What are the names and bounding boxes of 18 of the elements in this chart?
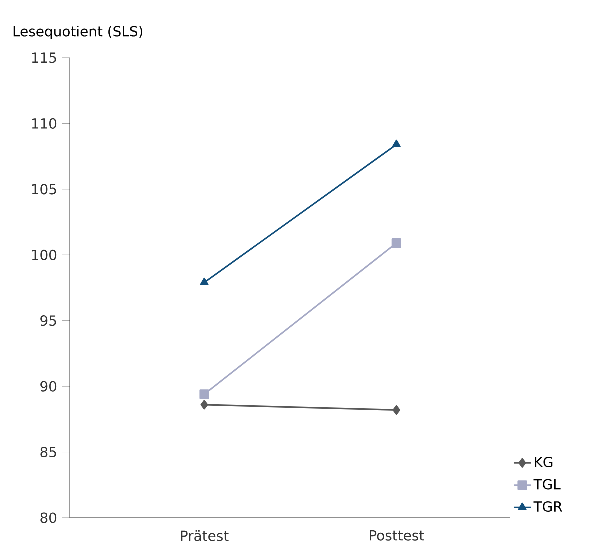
x-tick-label: Prätest: [181, 530, 229, 542]
y-tick-label: 110: [32, 118, 57, 129]
legend-label: KG: [535, 456, 553, 468]
y-tick-label: 95: [40, 316, 56, 326]
y-tick-label: 100: [32, 250, 57, 260]
point: [200, 390, 210, 400]
point: [200, 400, 208, 410]
y-tick-label: 85: [40, 446, 56, 458]
point: [392, 238, 402, 248]
y-tick-label: 90: [40, 381, 57, 392]
legend-label: TGR: [534, 502, 562, 512]
y-tick-label: 115: [32, 52, 56, 64]
y-tick-label: 80: [40, 512, 57, 524]
y-tick-label: 105: [32, 184, 56, 195]
legend-label: TGL: [534, 479, 561, 490]
y-axis-title: Lesequotient (SLS): [14, 26, 143, 40]
x-tick-label: Posttest: [370, 530, 424, 541]
point: [392, 405, 400, 416]
